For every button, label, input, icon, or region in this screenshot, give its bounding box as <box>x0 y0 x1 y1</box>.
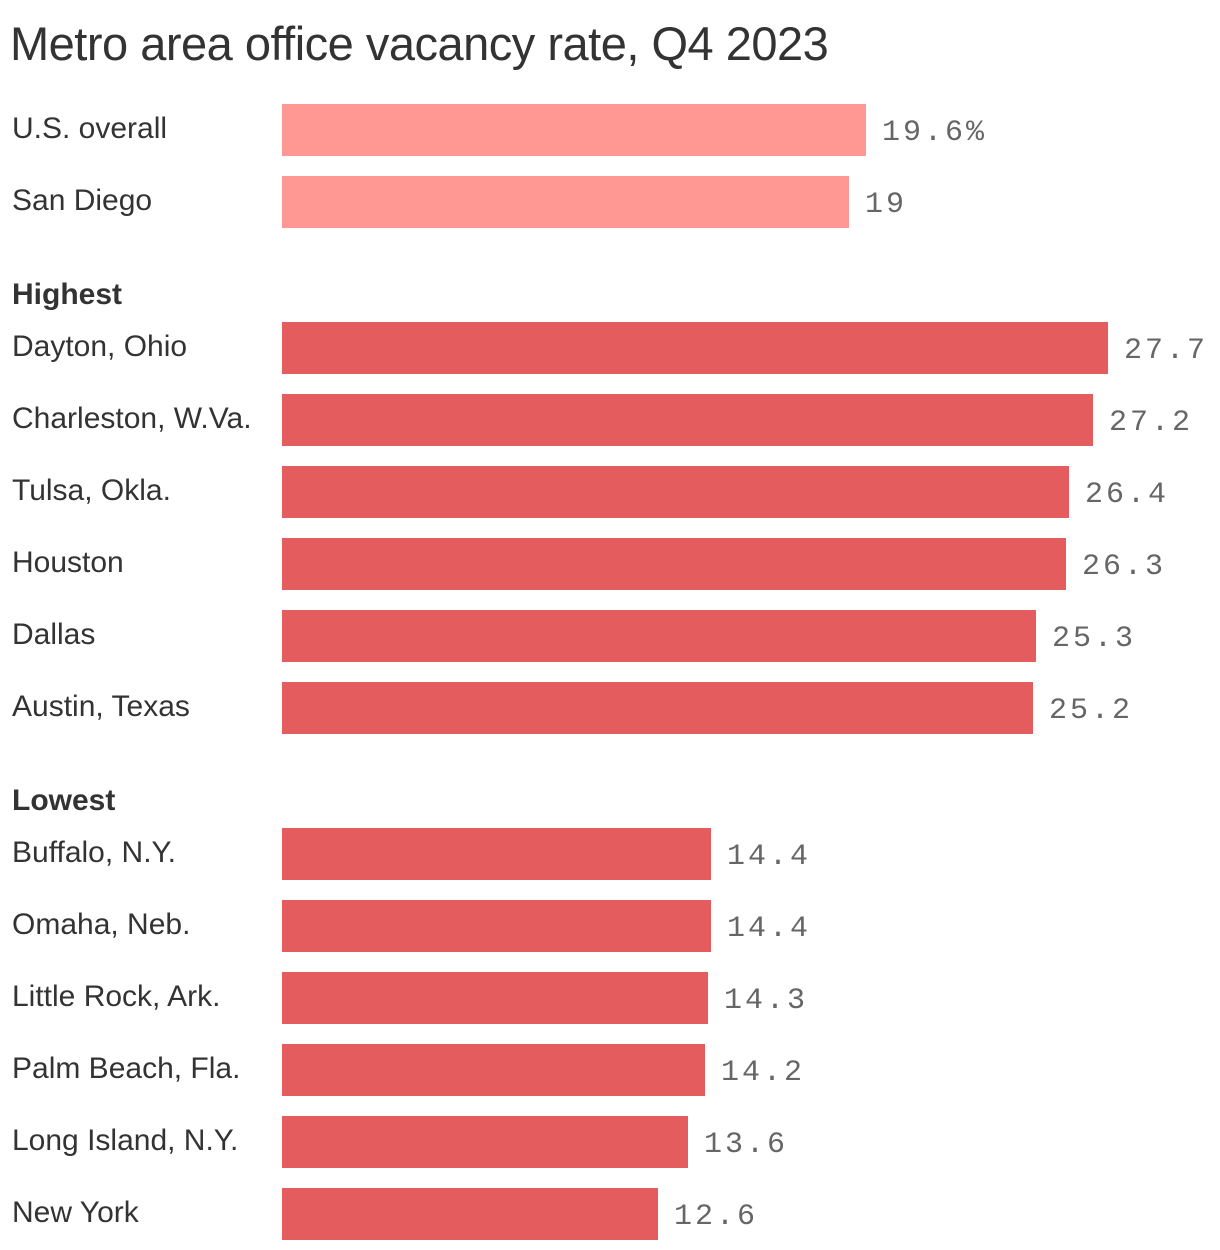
data-label: 13.6 <box>704 1128 788 1162</box>
data-label: 14.4 <box>727 912 811 946</box>
category-label: Long Island, N.Y. <box>12 1124 238 1157</box>
bar <box>282 972 708 1024</box>
data-label: 14.3 <box>724 984 808 1018</box>
category-label: Houston <box>12 546 124 579</box>
data-label: 25.2 <box>1049 694 1133 728</box>
category-label: Omaha, Neb. <box>12 908 190 941</box>
category-label: Charleston, W.Va. <box>12 402 252 435</box>
bar <box>282 322 1108 374</box>
data-label: 19 <box>865 188 907 222</box>
bar <box>282 1188 658 1240</box>
data-label: 26.3 <box>1082 550 1166 584</box>
bar <box>282 1044 705 1096</box>
data-label: 27.7 <box>1124 334 1208 368</box>
data-label: 14.4 <box>727 840 811 874</box>
bar <box>282 104 866 156</box>
bar <box>282 176 849 228</box>
data-label: 25.3 <box>1052 622 1136 656</box>
bar <box>282 828 711 880</box>
data-label: 12.6 <box>674 1200 758 1234</box>
bar <box>282 1116 688 1168</box>
category-label: U.S. overall <box>12 112 167 145</box>
category-label: Dallas <box>12 618 95 651</box>
data-label: 27.2 <box>1109 406 1193 440</box>
group-label-2: Lowest <box>12 784 115 817</box>
category-label: New York <box>12 1196 140 1229</box>
category-label: Little Rock, Ark. <box>12 980 220 1013</box>
data-label: 26.4 <box>1085 478 1169 512</box>
category-label: Tulsa, Okla. <box>12 474 171 507</box>
data-label: 14.2 <box>721 1056 805 1090</box>
data-label: 19.6% <box>882 116 987 150</box>
category-label: Buffalo, N.Y. <box>12 836 176 869</box>
group-label-1: Highest <box>12 278 122 311</box>
chart-title: Metro area office vacancy rate, Q4 2023 <box>10 17 829 70</box>
category-label: Austin, Texas <box>12 690 190 723</box>
category-label: San Diego <box>12 184 152 217</box>
bar <box>282 610 1036 662</box>
bar <box>282 466 1069 518</box>
bar <box>282 900 711 952</box>
bar <box>282 394 1093 446</box>
bar <box>282 538 1066 590</box>
category-label: Palm Beach, Fla. <box>12 1052 240 1085</box>
bar <box>282 682 1033 734</box>
category-label: Dayton, Ohio <box>12 330 187 363</box>
